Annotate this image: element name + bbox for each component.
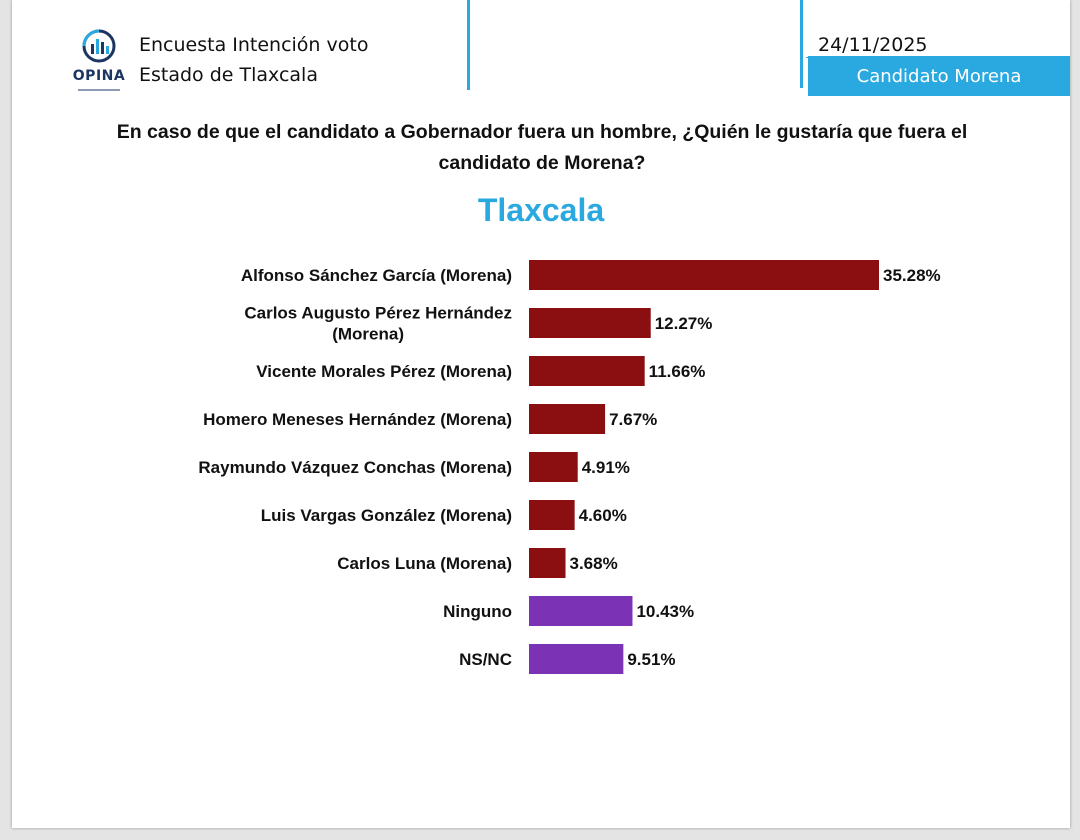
category-label-0: Alfonso Sánchez García (Morena) <box>241 266 512 285</box>
opina-logo: OPINA <box>60 28 138 98</box>
survey-question: En caso de que el candidato a Gobernador… <box>116 121 968 174</box>
bar-3 <box>529 404 606 434</box>
logo-wordmark: OPINA <box>72 68 126 84</box>
chart-title: Tlaxcala <box>477 192 605 228</box>
category-label-1: Carlos Augusto Pérez Hernández (Morena) <box>244 304 512 344</box>
survey-state: Estado de Tlaxcala <box>139 64 318 86</box>
header-divider-left <box>467 0 470 90</box>
bar-4 <box>529 452 578 482</box>
value-label-0: 35.28% <box>883 266 941 285</box>
value-label-1: 12.27% <box>655 314 713 333</box>
value-label-3: 7.67% <box>609 410 657 429</box>
header-divider-right <box>800 0 803 88</box>
category-label-4: Raymundo Vázquez Conchas (Morena) <box>198 458 512 477</box>
survey-slide: OPINA Encuesta Intención voto Estado de … <box>12 0 1070 828</box>
value-label-4: 4.91% <box>582 458 630 477</box>
category-label-2: Vicente Morales Pérez (Morena) <box>256 362 512 381</box>
value-label-8: 9.51% <box>627 650 675 669</box>
bar-6 <box>529 548 566 578</box>
bar-chart: 35.28% Alfonso Sánchez García (Morena) 12.… <box>198 260 941 674</box>
category-label-6: Carlos Luna (Morena) <box>337 554 512 573</box>
bar-8 <box>529 644 624 674</box>
survey-date: 24/11/2025 <box>818 34 928 56</box>
bar-1 <box>529 308 651 338</box>
category-label-3: Homero Meneses Hernández (Morena) <box>203 410 512 429</box>
category-label-8: NS/NC <box>459 650 512 669</box>
value-label-7: 10.43% <box>636 602 694 621</box>
category-label-5: Luis Vargas González (Morena) <box>261 506 512 525</box>
value-label-6: 3.68% <box>570 554 618 573</box>
bar-0 <box>529 260 879 290</box>
bar-2 <box>529 356 645 386</box>
value-label-5: 4.60% <box>579 506 627 525</box>
value-label-2: 11.66% <box>649 362 706 381</box>
bar-7 <box>529 596 633 626</box>
opina-logo-icon <box>78 29 120 91</box>
bar-5 <box>529 500 575 530</box>
candidate-badge: Candidato Morena <box>808 56 1070 96</box>
survey-title: Encuesta Intención voto <box>139 34 369 56</box>
category-label-7: Ninguno <box>443 602 512 621</box>
